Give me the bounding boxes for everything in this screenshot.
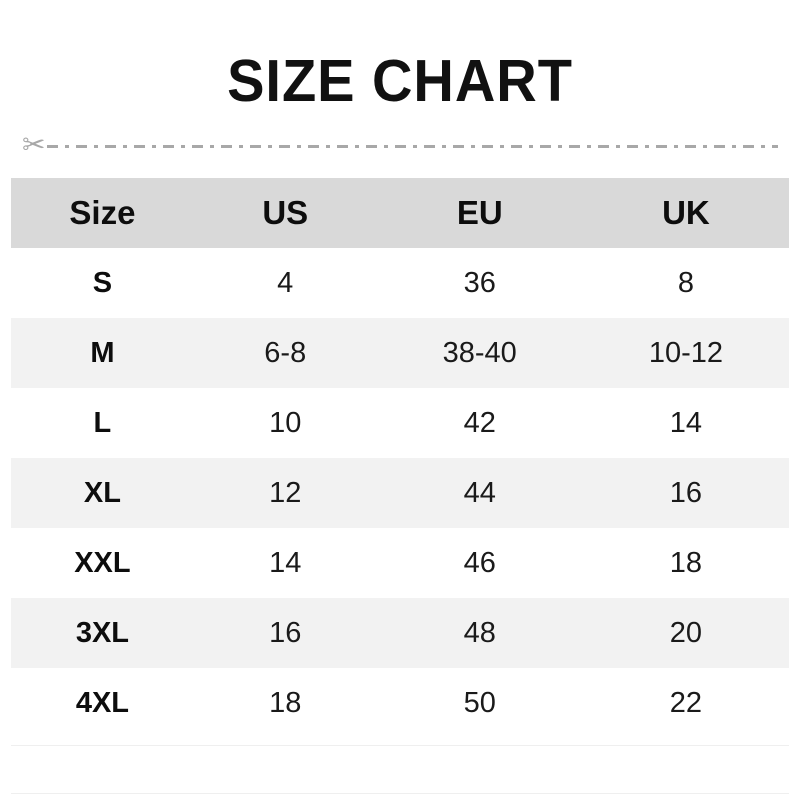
cell-uk: 8 [677,266,694,299]
table-row: 3XL 16 48 20 [11,598,789,668]
cell-size: XL [83,476,121,509]
cell-us: 18 [269,686,302,719]
dashed-cut-divider [47,144,778,148]
cell-us: 12 [269,476,302,509]
cell-size: XXL [74,546,131,579]
table-header: Size US EU UK [11,178,789,248]
footer-rule [11,793,789,794]
table-row: XL 12 44 16 [11,458,789,528]
size-chart-table: Size US EU UK S 4 36 8 M 6-8 38-40 10-12… [11,178,789,738]
page-title: SIZE CHART [227,48,573,114]
cell-uk: 14 [669,406,703,439]
table-row: M 6-8 38-40 10-12 [11,318,789,388]
cell-us: 10 [269,406,302,439]
column-header-uk: UK [662,194,710,231]
cell-uk: 18 [669,546,703,579]
table-row: XXL 14 46 18 [11,528,789,598]
cell-eu: 44 [463,476,496,509]
column-header-eu: EU [456,194,503,231]
table-row: 4XL 18 50 22 [11,668,789,738]
cell-eu: 36 [463,266,496,299]
cell-size: L [93,406,112,439]
cell-eu: 38-40 [442,336,517,369]
cell-size: 4XL [75,686,129,719]
column-header-us: US [262,194,309,231]
cell-size: S [92,266,113,299]
table-row: S 4 36 8 [11,248,789,318]
cell-size: M [90,336,115,369]
cell-uk: 10-12 [648,336,723,369]
cell-eu: 46 [463,546,496,579]
cell-eu: 42 [463,406,496,439]
cell-eu: 48 [463,616,496,649]
column-header-size: Size [69,194,136,231]
cell-uk: 22 [669,686,703,719]
table-header-row: Size US EU UK [11,178,789,248]
table-row: L 10 42 14 [11,388,789,458]
cut-line: ✂ [22,128,778,164]
cell-eu: 50 [463,686,496,719]
cell-us: 4 [277,266,294,299]
table-bottom-rule [11,745,789,746]
cell-size: 3XL [75,616,129,649]
scissors-icon: ✂ [22,129,46,160]
cell-us: 14 [269,546,302,579]
cell-us: 6-8 [264,336,307,369]
cell-uk: 20 [669,616,703,649]
cell-uk: 16 [669,476,703,509]
cell-us: 16 [269,616,302,649]
table-body: S 4 36 8 M 6-8 38-40 10-12 L 10 42 14 XL… [11,248,789,738]
